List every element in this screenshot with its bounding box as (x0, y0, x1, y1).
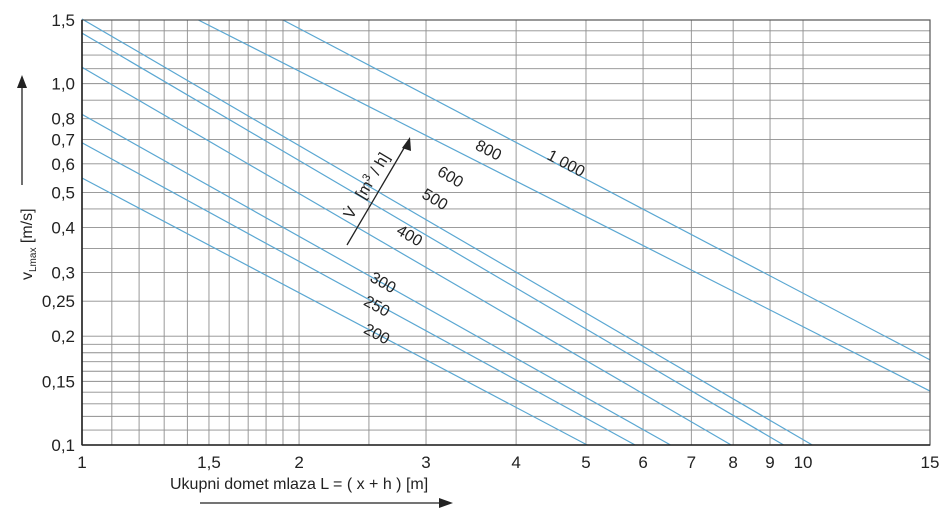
x-tick-label: 7 (687, 453, 696, 472)
grid (82, 20, 930, 445)
x-tick-labels: 1 1,5 2 3 4 5 6 7 8 9 10 15 (77, 453, 939, 472)
y-axis-arrowhead (17, 75, 27, 88)
x-axis-label: Ukupni domet mlaza L = ( x + h ) [m] (170, 476, 428, 493)
svg-text:vLmax [m/s]: vLmax [m/s] (19, 208, 39, 280)
flow-rate-unit-open: [m (353, 178, 377, 202)
y-tick-label: 0,1 (51, 436, 75, 455)
x-tick-label: 9 (765, 453, 774, 472)
series-label: 400 (393, 222, 425, 250)
x-tick-label: 10 (794, 453, 813, 472)
y-tick-label: 0,2 (51, 327, 75, 346)
series-line (82, 67, 731, 445)
series-label: 500 (419, 186, 451, 214)
series-line (82, 178, 587, 445)
y-tick-label: 0,8 (51, 110, 75, 129)
y-tick-label: 0,6 (51, 155, 75, 174)
x-tick-label: 1,5 (197, 453, 221, 472)
series-line (198, 20, 930, 391)
y-tick-label: 1,0 (51, 75, 75, 94)
x-tick-label: 4 (511, 453, 520, 472)
x-tick-label: 3 (421, 453, 430, 472)
y-tick-label: 0,15 (42, 372, 75, 391)
x-tick-label: 6 (638, 453, 647, 472)
y-tick-labels: 0,1 0,15 0,2 0,25 0,3 0,4 0,5 0,6 0,7 0,8 1,0 1,5 (42, 11, 75, 455)
y-axis-label-unit: [m/s] (19, 208, 36, 247)
x-tick-label: 5 (581, 453, 590, 472)
x-tick-label: 8 (728, 453, 737, 472)
y-axis-title: vLmax [m/s] (17, 75, 39, 280)
y-axis-label-subscript: Lmax (28, 248, 39, 272)
series-label: 1 000 (544, 147, 587, 181)
x-tick-label: 15 (921, 453, 940, 472)
y-tick-label: 0,4 (51, 218, 75, 237)
y-axis-label: v (19, 272, 36, 280)
y-tick-label: 0,7 (51, 131, 75, 150)
x-tick-label: 2 (294, 453, 303, 472)
y-tick-label: 1,5 (51, 11, 75, 30)
series-label: 600 (434, 163, 466, 191)
series-label: 300 (367, 269, 399, 297)
x-axis-arrowhead (439, 498, 453, 508)
x-tick-label: 1 (77, 453, 86, 472)
x-axis-title: Ukupni domet mlaza L = ( x + h ) [m] (170, 476, 453, 508)
y-tick-label: 0,5 (51, 183, 75, 202)
y-tick-label: 0,25 (42, 292, 75, 311)
series-label: 800 (472, 137, 504, 164)
y-tick-label: 0,3 (51, 264, 75, 283)
